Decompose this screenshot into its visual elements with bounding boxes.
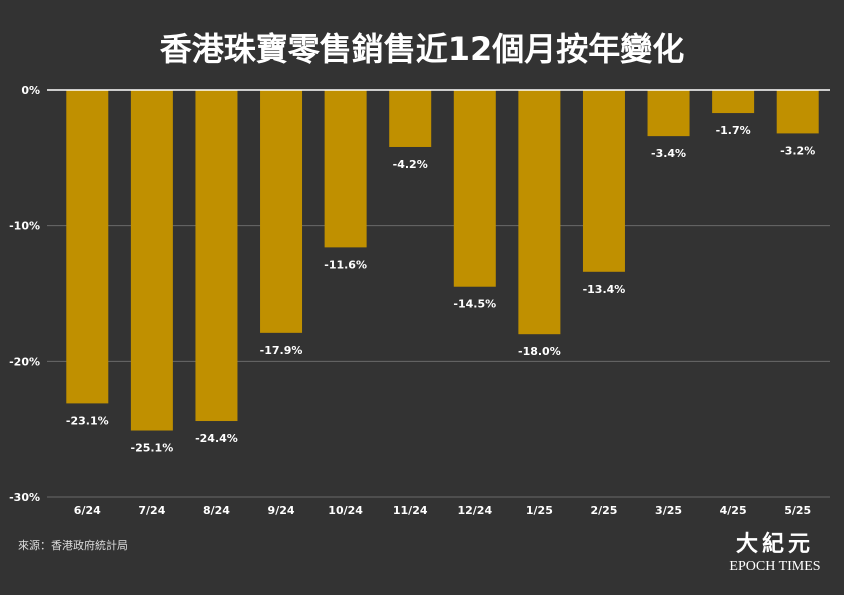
x-tick-label: 2/25 [590,504,617,517]
bars [66,90,819,431]
x-tick-label: 3/25 [655,504,682,517]
labels: 0% -10% -20% -30% -23.1% 6/24 -25.1% 7/24 -24.4%… [9,84,815,517]
data-label: -1.7% [716,124,751,137]
bar [712,90,755,114]
logo-chinese-text: 大紀元 [735,531,814,557]
logo-english-text: EPOCH TIMES [729,559,821,574]
x-tick-label: 12/24 [457,504,492,517]
bar [195,90,238,422]
x-tick-label: 8/24 [203,504,230,517]
data-label: -3.2% [780,144,815,157]
bar [647,90,690,137]
data-label: -23.1% [66,414,109,427]
data-label: -18.0% [518,345,561,358]
data-label: -14.5% [453,298,496,311]
y-tick-label: -10% [9,220,40,233]
data-label: -3.4% [651,147,686,160]
x-tick-label: 9/24 [268,504,295,517]
x-tick-label: 1/25 [526,504,553,517]
y-tick-label: -30% [9,491,40,504]
x-tick-label: 10/24 [328,504,363,517]
epoch-times-logo: 大紀元 EPOCH TIMES [722,530,828,582]
bar [260,90,303,333]
data-label: -17.9% [260,344,303,357]
x-tick-label: 7/24 [138,504,165,517]
bar [518,90,561,335]
grid-lines [47,225,830,498]
data-label: -11.6% [324,258,367,271]
chart-title: 香港珠寶零售銷售近12個月按年變化 [159,30,685,68]
y-tick-label: -20% [9,355,40,368]
bar [324,90,367,248]
data-label: -4.2% [393,158,428,171]
y-tick-label: 0% [21,84,40,97]
bar [453,90,496,287]
x-tick-label: 6/24 [74,504,101,517]
x-tick-label: 4/25 [720,504,747,517]
data-label: -24.4% [195,432,238,445]
bar [776,90,819,134]
bar [389,90,432,147]
bar [130,90,173,431]
source-note: 來源：香港政府統計局 [18,539,128,552]
bar [582,90,625,272]
x-tick-label: 11/24 [393,504,428,517]
bar [66,90,109,404]
x-tick-label: 5/25 [784,504,811,517]
data-label: -25.1% [131,442,174,455]
data-label: -13.4% [583,283,626,296]
